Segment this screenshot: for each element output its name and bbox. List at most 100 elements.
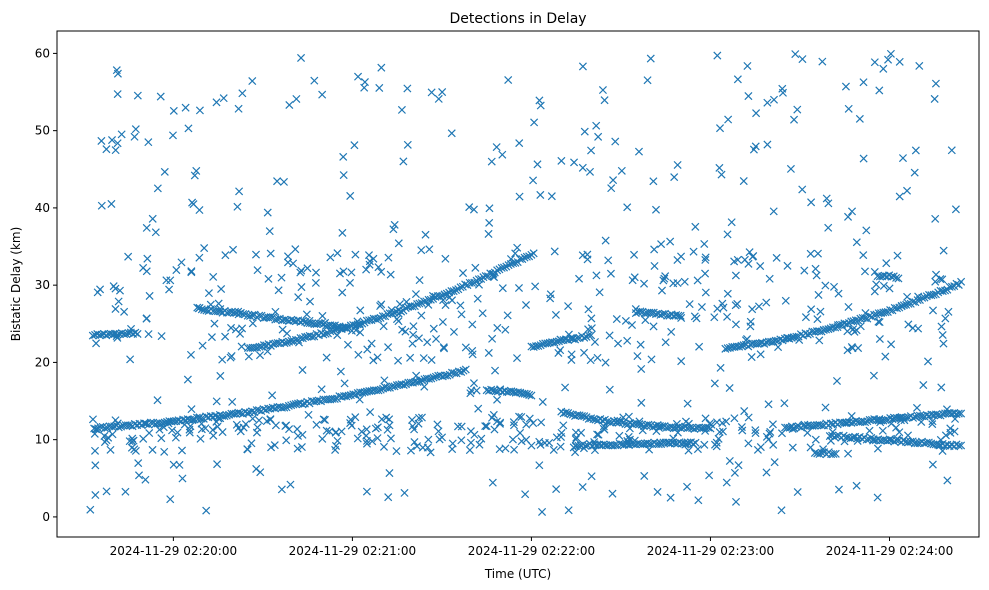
detection-point bbox=[887, 340, 896, 349]
detection-point bbox=[869, 371, 878, 380]
detection-point bbox=[474, 404, 483, 413]
y-tick-label: 20 bbox=[35, 355, 50, 369]
detection-point bbox=[251, 250, 261, 259]
detection-point bbox=[806, 249, 815, 258]
detection-point bbox=[142, 223, 151, 232]
detection-point bbox=[371, 424, 380, 433]
detection-point bbox=[121, 487, 130, 496]
detection-point bbox=[764, 400, 773, 409]
detection-point bbox=[946, 424, 955, 433]
detection-point bbox=[171, 433, 180, 442]
detection-point bbox=[894, 274, 903, 283]
detection-point bbox=[777, 506, 786, 515]
detection-point bbox=[347, 268, 356, 277]
detection-point bbox=[339, 152, 348, 161]
detection-point bbox=[280, 339, 289, 348]
detection-point bbox=[646, 54, 655, 63]
detection-point bbox=[812, 271, 821, 280]
detection-point bbox=[650, 261, 659, 271]
detection-point bbox=[936, 275, 945, 284]
detection-point bbox=[140, 419, 149, 428]
detection-point bbox=[878, 426, 887, 435]
detection-point bbox=[824, 325, 833, 334]
detection-point bbox=[166, 495, 175, 504]
detection-point bbox=[552, 337, 561, 346]
detection-point bbox=[786, 164, 795, 173]
detection-point bbox=[658, 310, 667, 319]
detection-point bbox=[701, 269, 710, 278]
detection-point bbox=[530, 118, 539, 127]
detection-point bbox=[449, 287, 458, 296]
detection-point bbox=[743, 61, 752, 71]
detection-point bbox=[865, 426, 874, 435]
detection-point bbox=[847, 317, 856, 326]
detection-point bbox=[941, 431, 950, 440]
detection-point bbox=[861, 418, 870, 427]
detection-point bbox=[220, 412, 229, 421]
detection-point bbox=[898, 154, 907, 163]
detection-point bbox=[513, 354, 522, 363]
detection-point bbox=[641, 316, 650, 325]
detection-point bbox=[813, 249, 823, 258]
detection-point bbox=[600, 96, 609, 105]
detection-point bbox=[851, 416, 860, 425]
detection-point bbox=[744, 259, 753, 268]
detection-point bbox=[534, 341, 543, 350]
detection-point bbox=[466, 438, 475, 447]
detection-point bbox=[658, 422, 667, 431]
detection-point bbox=[346, 191, 355, 200]
detection-point bbox=[319, 415, 328, 424]
detection-point bbox=[493, 395, 502, 404]
x-axis: 2024-11-29 02:20:00 2024-11-29 02:21:00 20… bbox=[110, 537, 953, 558]
detection-point bbox=[181, 103, 190, 112]
detection-point bbox=[695, 342, 704, 351]
detection-point bbox=[241, 420, 250, 429]
detection-point bbox=[195, 303, 204, 312]
detection-point bbox=[510, 445, 519, 454]
detection-point bbox=[516, 428, 525, 437]
detection-point bbox=[627, 320, 637, 330]
detection-point bbox=[113, 139, 122, 148]
detection-point bbox=[280, 403, 289, 412]
detection-point bbox=[710, 313, 719, 322]
detection-point bbox=[580, 412, 589, 421]
detection-point bbox=[221, 332, 230, 341]
detection-point bbox=[319, 330, 328, 339]
detection-point bbox=[885, 284, 894, 293]
detection-point bbox=[875, 318, 884, 327]
detection-point bbox=[886, 306, 895, 315]
detection-point bbox=[229, 409, 238, 418]
detection-point bbox=[369, 356, 378, 365]
detection-point bbox=[899, 436, 908, 445]
detection-point bbox=[307, 332, 316, 341]
detection-point bbox=[156, 92, 165, 101]
detection-point bbox=[903, 292, 912, 301]
detection-point bbox=[126, 421, 135, 430]
detection-point bbox=[130, 132, 139, 141]
detection-point bbox=[718, 427, 727, 436]
detection-point bbox=[146, 418, 155, 427]
detection-point bbox=[862, 435, 871, 444]
detection-point bbox=[312, 420, 321, 429]
detection-point bbox=[415, 276, 424, 285]
detection-point bbox=[449, 327, 459, 336]
detection-point bbox=[790, 115, 799, 124]
detection-point bbox=[730, 257, 739, 266]
detection-point bbox=[197, 425, 206, 434]
detection-point bbox=[213, 460, 222, 469]
x-tick-label: 2024-11-29 02:23:00 bbox=[647, 544, 774, 558]
detection-point bbox=[918, 412, 927, 421]
detection-point bbox=[248, 407, 257, 416]
detection-point bbox=[611, 441, 620, 450]
y-tick-label: 50 bbox=[35, 124, 50, 138]
detection-point bbox=[848, 344, 857, 353]
detection-point bbox=[218, 355, 227, 364]
detection-point bbox=[215, 410, 224, 419]
detection-point bbox=[734, 461, 743, 470]
detection-point bbox=[934, 411, 943, 420]
detection-point bbox=[394, 239, 403, 248]
detection-point bbox=[273, 338, 282, 348]
detection-point bbox=[811, 264, 820, 273]
detection-point bbox=[852, 481, 861, 490]
y-tick-label: 40 bbox=[35, 201, 50, 215]
